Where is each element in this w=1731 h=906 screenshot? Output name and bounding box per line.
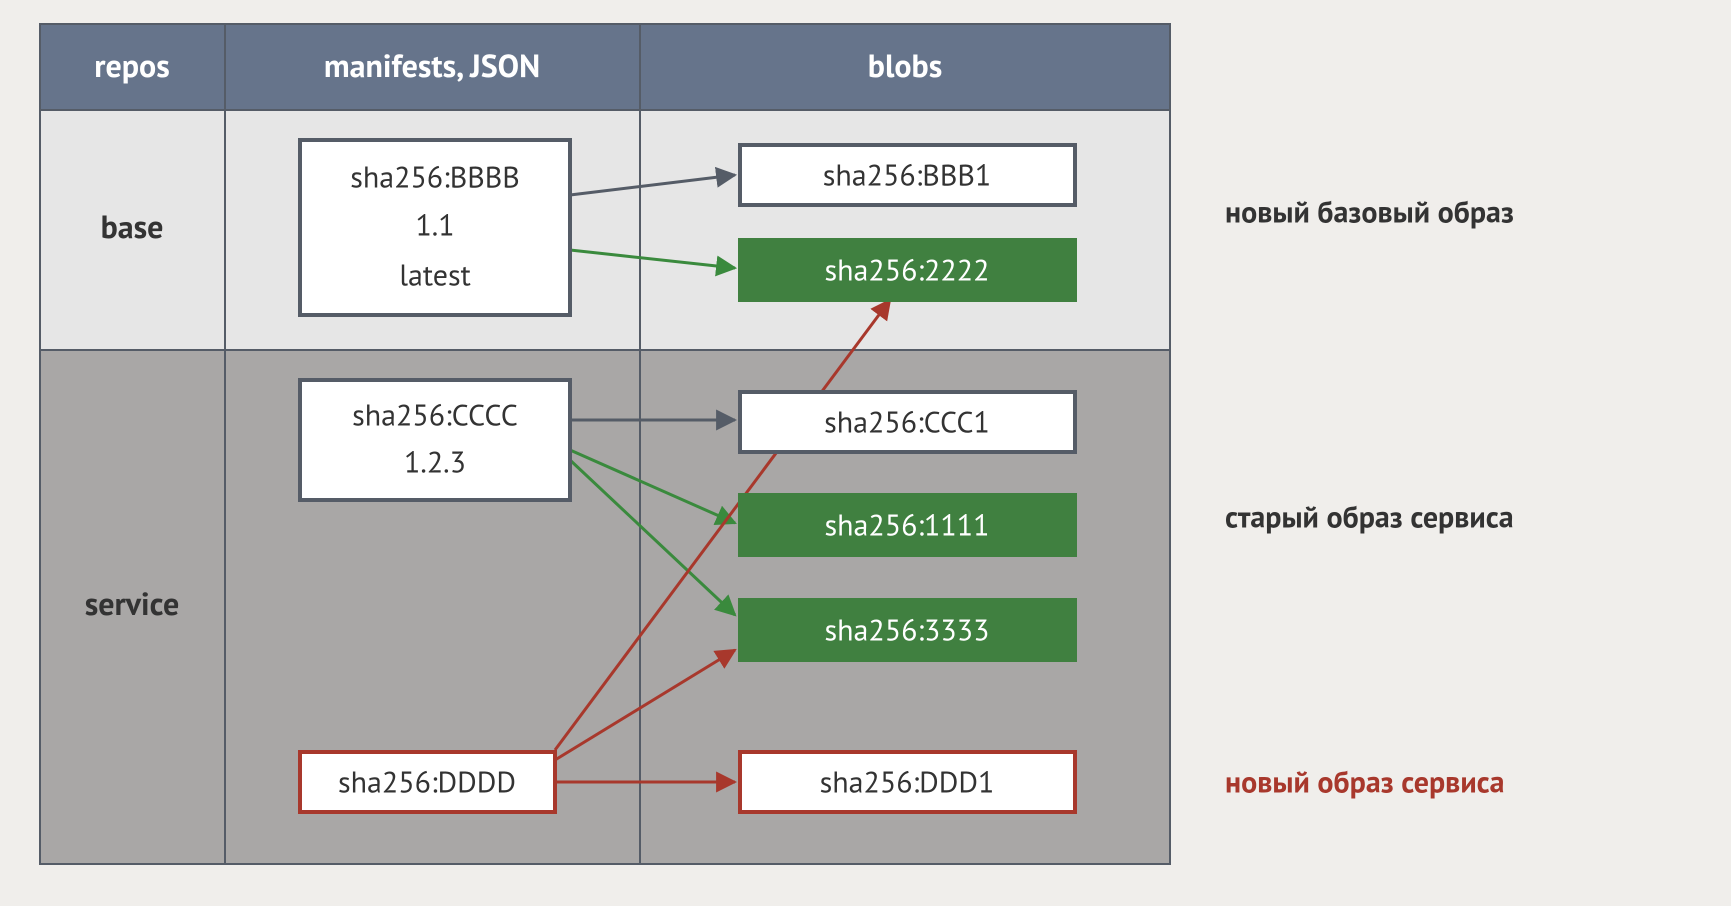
side-label-base: новый базовый образ <box>1225 193 1514 232</box>
blob-1111: sha256:1111 <box>825 506 990 545</box>
side-labels: новый базовый образ старый образ сервиса… <box>1225 193 1514 802</box>
row-label-base: base <box>101 205 164 247</box>
blob-bbb1: sha256:BBB1 <box>823 156 991 195</box>
blob-ccc1: sha256:CCC1 <box>824 403 990 442</box>
manifest-bbbb-tag2: latest <box>399 256 471 295</box>
diagram-canvas: repos manifests, JSON blobs base service <box>0 0 1731 906</box>
header-blobs: blobs <box>868 44 942 86</box>
blob-2222: sha256:2222 <box>825 251 990 290</box>
row-label-service: service <box>85 582 179 624</box>
header-manifests: manifests, JSON <box>324 44 540 86</box>
blob-3333: sha256:3333 <box>825 611 990 650</box>
manifest-bbbb-sha: sha256:BBBB <box>350 158 520 197</box>
blob-ddd1: sha256:DDD1 <box>820 763 995 802</box>
manifest-cccc-sha: sha256:CCCC <box>352 396 518 435</box>
side-label-service-old: старый образ сервиса <box>1225 498 1514 537</box>
manifest-dddd-sha: sha256:DDDD <box>338 763 516 802</box>
manifest-bbbb-tag1: 1.1 <box>415 206 454 245</box>
manifest-cccc-tag1: 1.2.3 <box>404 443 466 482</box>
side-label-service-new: новый образ сервиса <box>1225 763 1505 802</box>
header-repos: repos <box>94 44 169 86</box>
